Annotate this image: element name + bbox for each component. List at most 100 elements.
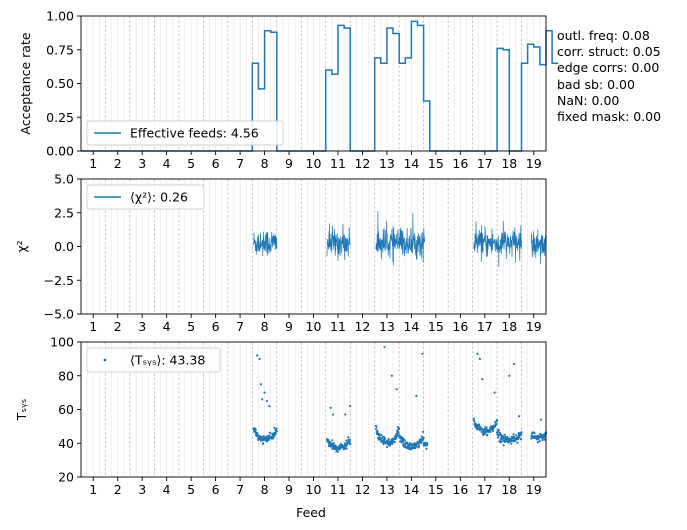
tsys-point bbox=[275, 427, 278, 430]
tsys-point bbox=[510, 442, 513, 445]
x-tick-label: 9 bbox=[285, 156, 293, 171]
tsys-point bbox=[380, 433, 383, 437]
chi2-series bbox=[253, 231, 278, 257]
legend-box bbox=[86, 347, 221, 373]
tsys-point bbox=[516, 438, 520, 441]
tsys-point bbox=[496, 430, 499, 433]
tsys-point bbox=[514, 434, 518, 437]
tsys-point bbox=[401, 440, 405, 443]
x-tick-label: 19 bbox=[526, 319, 542, 334]
x-tick-label: 15 bbox=[428, 482, 444, 497]
tsys-point bbox=[396, 429, 399, 432]
x-tick-label: 13 bbox=[379, 156, 395, 171]
tsys-point bbox=[472, 417, 475, 420]
tsys-point bbox=[417, 446, 420, 449]
tsys-point bbox=[502, 444, 505, 447]
tsys-point bbox=[391, 442, 394, 445]
tsys-outlier-point bbox=[329, 406, 332, 409]
x-tick-label: 2 bbox=[114, 482, 122, 497]
x-tick-label: 7 bbox=[236, 319, 244, 334]
y-tick-label: −2.5 bbox=[44, 273, 74, 288]
x-tick-label: 6 bbox=[212, 482, 220, 497]
x-tick-label: 19 bbox=[526, 156, 542, 171]
tsys-point bbox=[334, 444, 337, 447]
x-tick-label: 2 bbox=[114, 319, 122, 334]
tsys-point bbox=[422, 437, 425, 440]
legend-box bbox=[86, 120, 284, 146]
tsys-outlier-point bbox=[344, 413, 347, 416]
y-axis-label: χ² bbox=[14, 240, 29, 252]
tsys-outlier-point bbox=[261, 398, 264, 401]
tsys-point bbox=[541, 438, 544, 442]
y-tick-label: 60 bbox=[58, 402, 74, 417]
x-tick-label: 6 bbox=[212, 156, 220, 171]
tsys-point bbox=[415, 445, 418, 448]
tsys-outlier-point bbox=[331, 413, 335, 416]
y-tick-label: 2.5 bbox=[54, 205, 74, 220]
tsys-point bbox=[473, 419, 476, 422]
stat-nan: NaN: 0.00 bbox=[557, 92, 620, 108]
x-tick-label: 16 bbox=[452, 319, 468, 334]
tsys-point bbox=[503, 440, 507, 444]
tsys-point bbox=[331, 439, 334, 442]
x-tick-label: 12 bbox=[354, 156, 370, 171]
x-tick-label: 9 bbox=[285, 482, 293, 497]
chi2-series bbox=[473, 220, 522, 267]
tsys-point bbox=[503, 433, 506, 436]
x-tick-label: 8 bbox=[261, 156, 269, 171]
tsys-outlier-point bbox=[265, 399, 269, 403]
tsys-outlier-point bbox=[349, 405, 352, 408]
tsys-point bbox=[397, 431, 400, 435]
x-tick-label: 9 bbox=[285, 319, 293, 334]
tsys-point bbox=[479, 425, 482, 429]
tsys-point bbox=[403, 439, 406, 442]
tsys-point bbox=[343, 447, 346, 450]
tsys-point bbox=[495, 422, 498, 426]
x-tick-label: 15 bbox=[428, 156, 444, 171]
tsys-point bbox=[376, 430, 379, 433]
x-tick-label: 3 bbox=[138, 156, 146, 171]
tsys-point bbox=[254, 428, 257, 432]
y-tick-label: 100 bbox=[50, 335, 74, 350]
y-tick-label: 0.00 bbox=[46, 144, 74, 159]
x-tick-label: 16 bbox=[452, 482, 468, 497]
tsys-outlier-point bbox=[256, 354, 259, 357]
tsys-outlier-point bbox=[263, 391, 266, 394]
tsys-point bbox=[268, 431, 272, 434]
y-tick-label: 0.0 bbox=[54, 239, 74, 254]
x-tick-label: 18 bbox=[501, 319, 517, 334]
x-tick-label: 17 bbox=[477, 319, 493, 334]
x-tick-label: 1 bbox=[89, 156, 97, 171]
tsys-point bbox=[375, 428, 378, 431]
x-tick-label: 5 bbox=[187, 319, 195, 334]
tsys-point bbox=[536, 441, 540, 444]
tsys-point bbox=[406, 447, 409, 450]
tsys-point bbox=[345, 439, 348, 442]
x-tick-label: 15 bbox=[428, 319, 444, 334]
tsys-point bbox=[535, 438, 538, 441]
tsys-point bbox=[497, 436, 500, 439]
tsys-point bbox=[485, 426, 488, 429]
tsys-point bbox=[273, 426, 276, 430]
x-tick-label: 3 bbox=[138, 319, 146, 334]
x-tick-label: 17 bbox=[477, 156, 493, 171]
x-tick-label: 18 bbox=[501, 482, 517, 497]
tsys-point bbox=[497, 434, 501, 437]
legend-label: ⟨Tₛᵧₛ⟩: 43.38 bbox=[130, 353, 205, 368]
stats-annotation: outl. freq: 0.08 corr. struct: 0.05 edge… bbox=[557, 28, 661, 125]
x-tick-label: 7 bbox=[236, 156, 244, 171]
tsys-point bbox=[489, 431, 492, 434]
legend-label: ⟨χ²⟩: 0.26 bbox=[130, 190, 188, 205]
y-tick-label: 20 bbox=[58, 470, 74, 485]
tsys-point bbox=[486, 433, 489, 436]
tsys-point bbox=[346, 443, 349, 447]
tsys-point bbox=[331, 447, 334, 451]
x-tick-label: 1 bbox=[89, 319, 97, 334]
tsys-outlier-point bbox=[517, 415, 521, 418]
chi2-series bbox=[530, 229, 547, 265]
x-tick-label: 13 bbox=[379, 319, 395, 334]
y-axis-label: Tₛᵧₛ bbox=[14, 399, 29, 422]
tsys-outlier-point bbox=[395, 388, 398, 391]
tsys-point bbox=[274, 432, 277, 435]
